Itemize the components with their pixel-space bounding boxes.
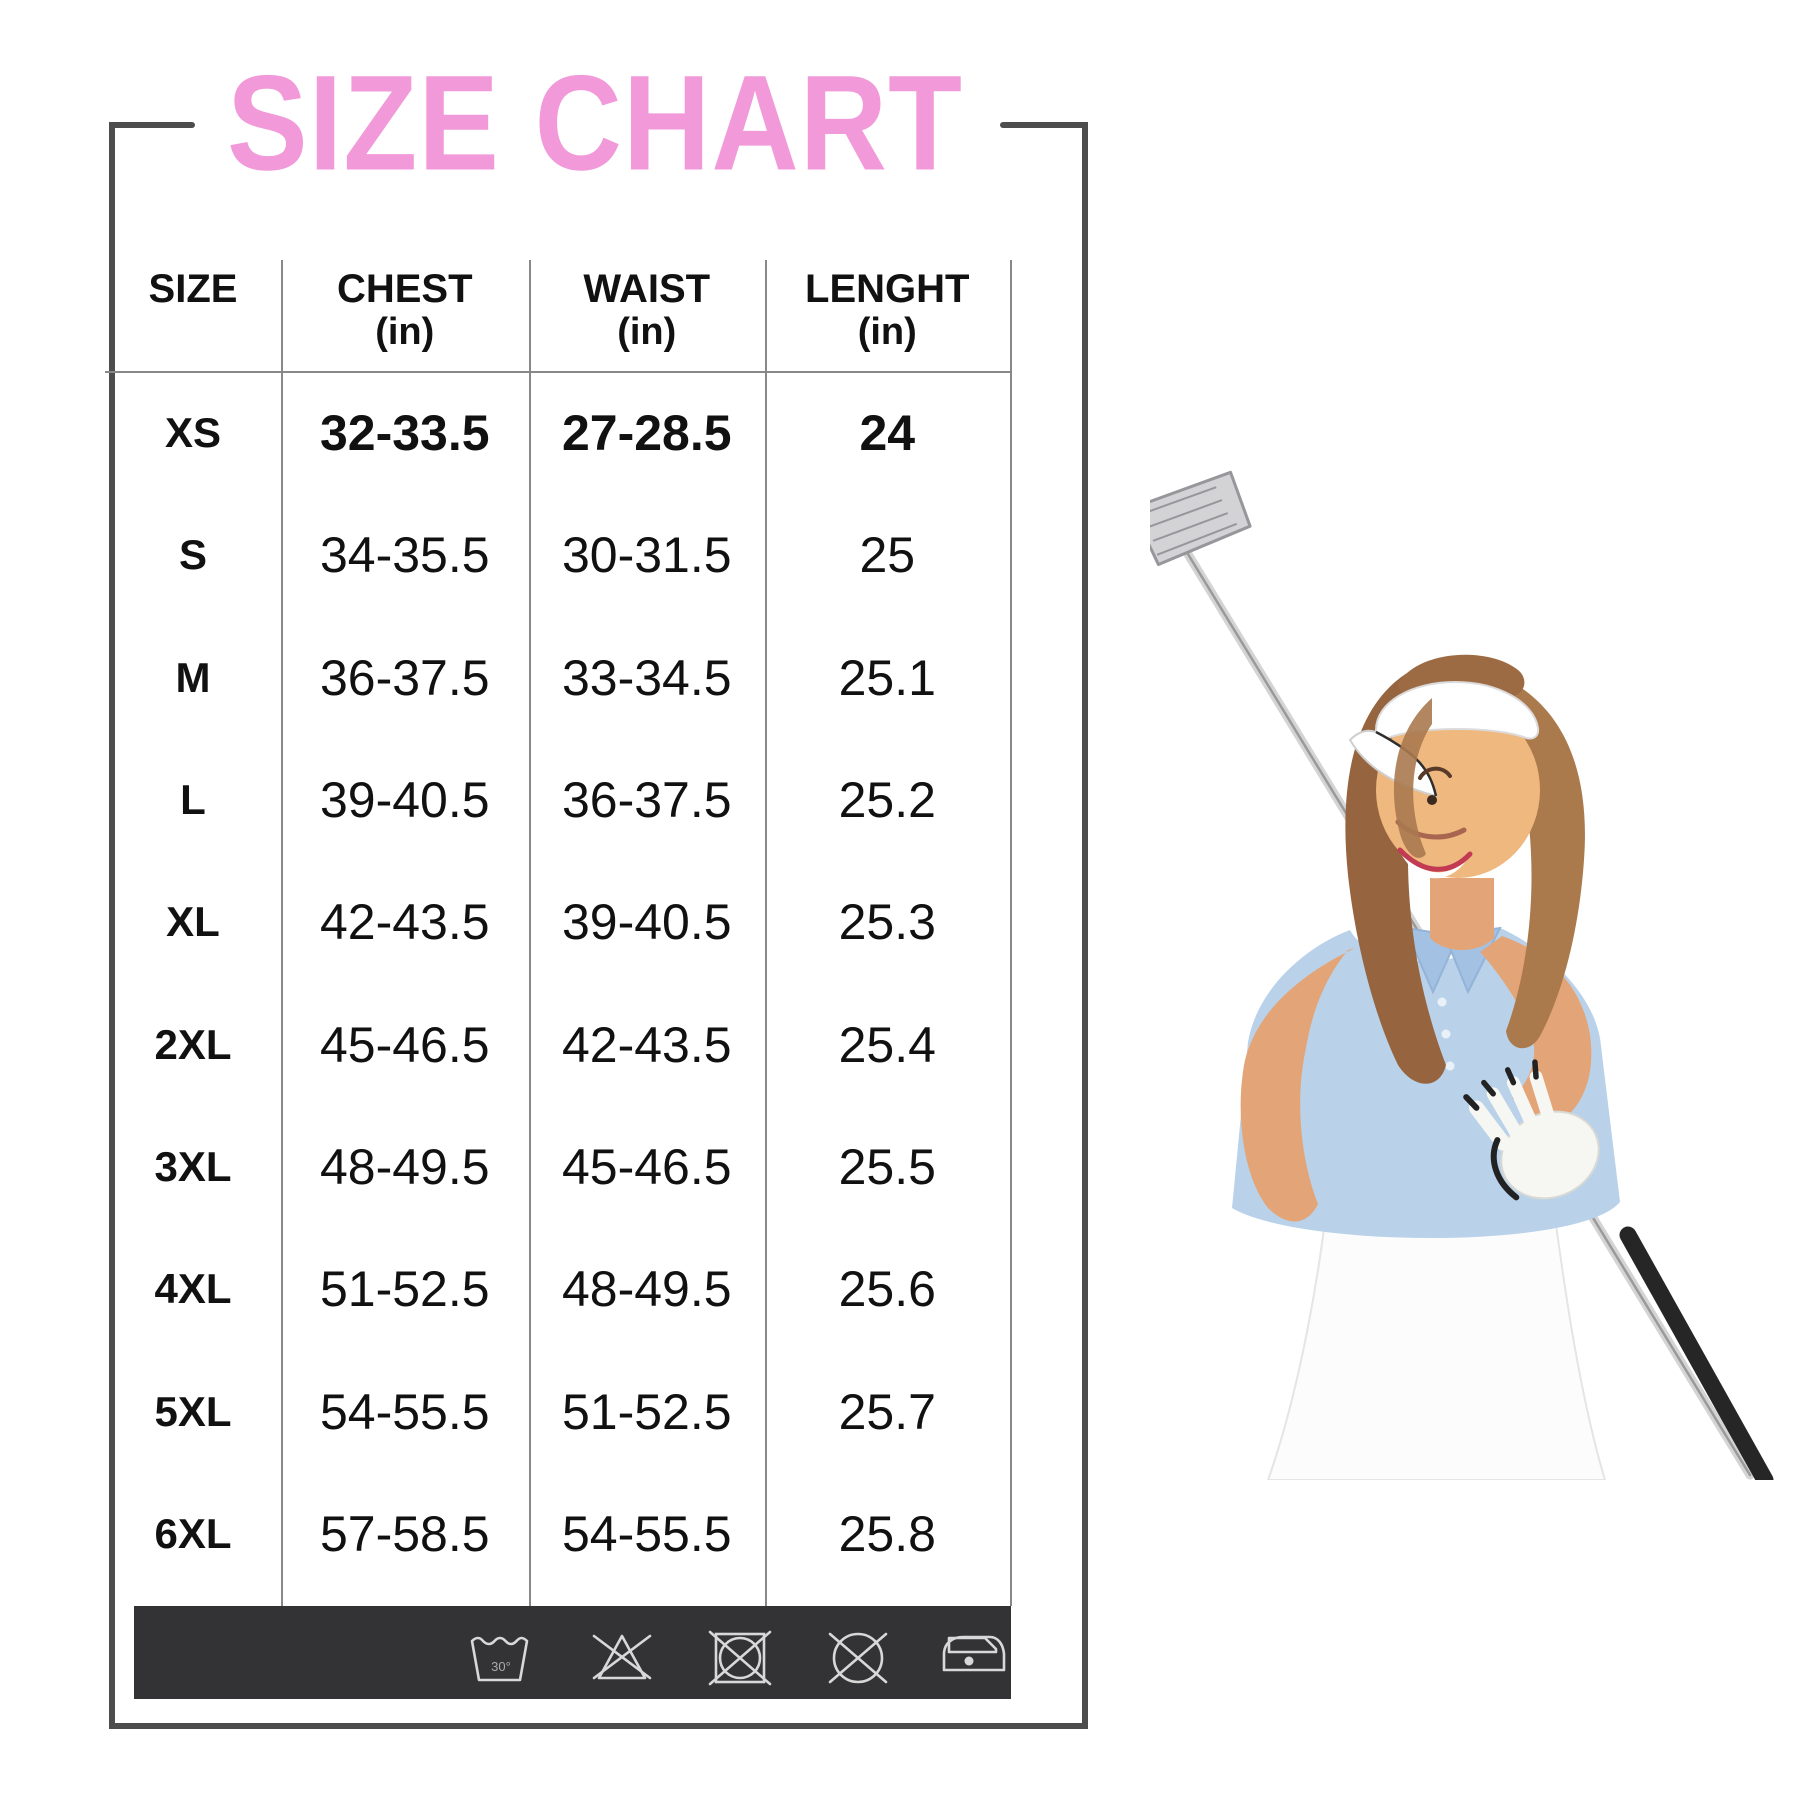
svg-text:30°: 30°: [491, 1659, 511, 1674]
